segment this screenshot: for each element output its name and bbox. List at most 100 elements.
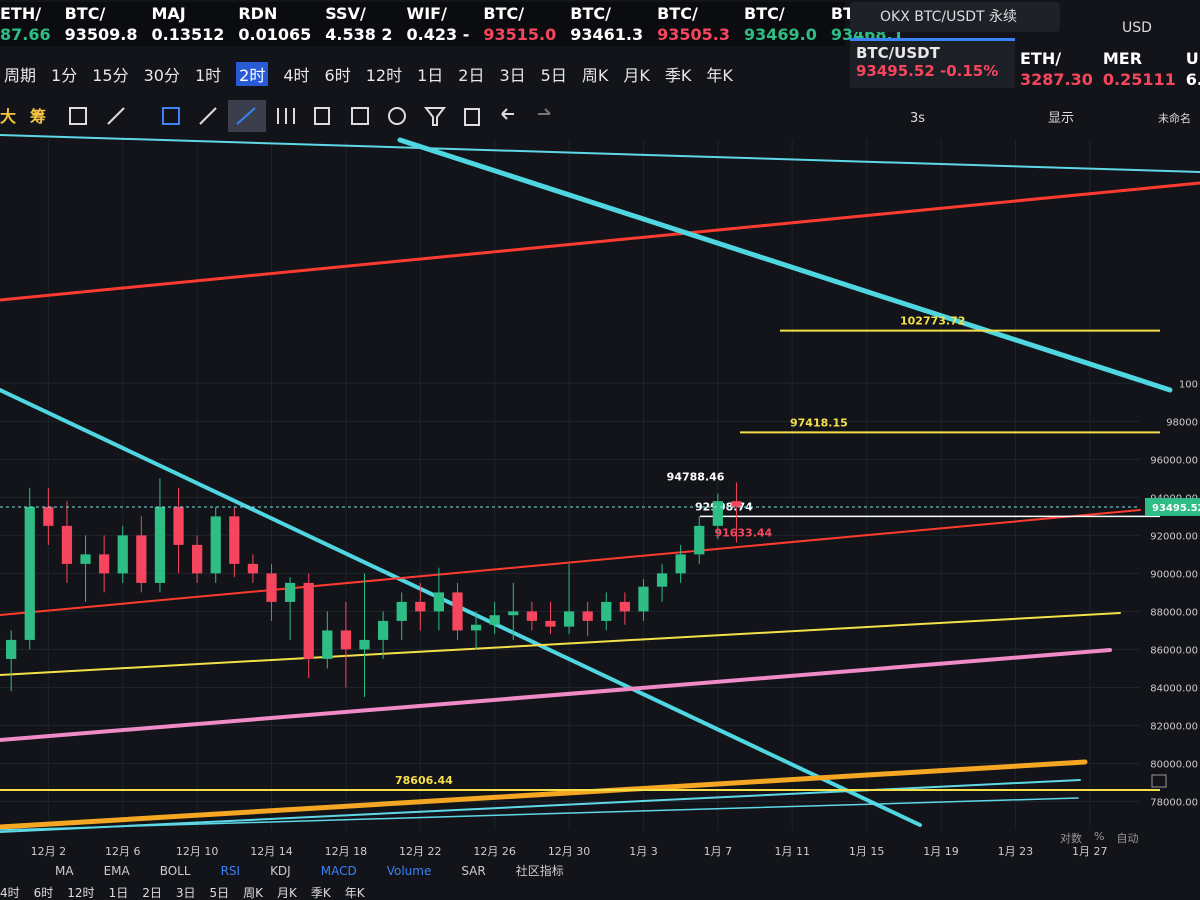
candle-body [359,639,370,650]
ticker[interactable]: BTC/93509.8 [65,3,138,45]
ticker-symbol: RDN [238,4,278,23]
ticker[interactable]: SSV/4.538 2 [325,3,392,45]
timeframe[interactable]: 2日 [458,66,485,85]
tool-icon[interactable] [277,108,295,124]
tool-icon[interactable] [236,107,256,125]
ticker-symbol: MAJ [151,4,186,23]
plot-area [0,140,1140,830]
ticker[interactable]: BTC/93505.3 [657,3,730,45]
indicator-tab[interactable]: SAR [461,863,486,878]
tool-icon[interactable] [501,108,514,120]
timeframe[interactable]: 6时 [33,886,54,900]
indicator-tab[interactable]: BOLL [159,863,191,878]
tool-icon[interactable] [314,107,330,125]
candle-body [619,601,630,612]
timeframe[interactable]: 1日 [108,886,129,900]
axis-options: 对数% 自动 [1060,830,1138,846]
axis-option[interactable]: % [1094,830,1105,843]
search-box[interactable]: OKX BTC/USDT 永续 [850,2,1060,32]
timeframe[interactable]: 月K [277,886,297,900]
timeframe[interactable]: 1时 [194,66,222,85]
timeframe[interactable]: 年K [344,886,365,900]
timeframe[interactable]: 年K [706,66,733,85]
timeframe[interactable]: 5日 [540,66,567,85]
timeframe[interactable]: 12时 [365,66,403,85]
timeframe[interactable]: 4时 [0,886,20,900]
tool-icon[interactable] [199,107,217,125]
timeframe[interactable]: 1日 [417,66,444,85]
indicator-tab[interactable]: Volume [386,863,432,878]
x-tick-label: 12月 18 [325,845,368,858]
ticker[interactable]: MAJ 0.13512 [151,3,224,45]
active-price: 93495.52 [856,62,935,80]
y-tick-label: 92000.00 [1150,531,1198,542]
tool-text[interactable]: 显示 [1048,111,1074,126]
ticker-price: 93505.3 [657,25,730,44]
candle-body [210,516,221,574]
ticker-symbol: SSV/ [325,4,366,23]
tool-icon[interactable] [69,107,87,125]
ticker[interactable]: UNI 6.054 [1186,48,1200,90]
last-price-box [1145,497,1200,516]
ticker[interactable]: MER 0.25111 [1103,48,1176,90]
trend-line [0,134,1200,173]
ticker[interactable]: ETH/87.66 [0,3,51,45]
timeframe[interactable]: 2时 [236,62,269,86]
trend-line [0,648,1112,742]
y-tick-label: 78000.00 [1150,797,1198,808]
candle-body [80,554,91,564]
axis-icon[interactable] [1151,774,1167,788]
tool-text[interactable]: 未命名 [1158,111,1191,125]
axis-option[interactable]: 自动 [1116,832,1139,845]
timeframe[interactable]: 季K [310,886,331,900]
axis-corner [1140,830,1200,860]
tool-icon[interactable] [538,108,551,115]
active-ticker[interactable]: BTC/USDT 93495.52 -0.15% [850,38,1015,88]
tool-icon[interactable] [162,107,180,125]
tool-text[interactable]: 筹 [30,107,46,126]
indicator-tab[interactable]: KDJ [270,863,291,878]
timeframe[interactable]: 12时 [67,886,95,900]
tool-icon[interactable] [464,108,480,126]
ticker-symbol: BTC/ [64,4,106,23]
ticker[interactable]: BTC/93461.3 [570,3,643,45]
timeframe[interactable]: 周期 [4,66,37,85]
trend-line [0,759,1088,830]
timeframe[interactable]: 15分 [92,66,129,85]
timeframe[interactable]: 2日 [142,886,162,900]
tool-text[interactable]: 3s [910,111,925,126]
timeframe[interactable]: 周K [581,66,609,85]
currency-select[interactable]: USD [1122,20,1152,36]
tool-icon[interactable] [388,107,406,125]
timeframe[interactable]: 月K [623,66,650,85]
ticker[interactable]: ETH/3287.30 [1020,48,1093,90]
indicator-tab[interactable]: MA [55,863,74,878]
candle-body [470,624,482,631]
tool-icon[interactable] [423,107,447,126]
timeframe[interactable]: 周K [243,886,263,900]
x-tick-label: 12月 14 [250,845,293,858]
indicator-tab[interactable]: MACD [320,863,357,878]
ticker[interactable]: WIF/0.423 - [407,3,470,45]
ticker[interactable]: RDN 0.01065 [238,3,311,45]
timeframe[interactable]: 季K [664,66,692,85]
timeframe[interactable]: 30分 [143,66,180,85]
tool-icon[interactable] [351,107,369,125]
tool-icon[interactable] [107,107,125,125]
timeframe[interactable]: 3日 [175,886,196,900]
ticker[interactable]: BTC/93469.0 [744,3,817,45]
indicator-tab[interactable]: EMA [103,863,130,878]
timeframe[interactable]: 6时 [324,66,351,85]
tool-text[interactable]: 大 [0,107,16,126]
timeframe[interactable]: 3日 [499,66,526,85]
drawings [0,134,1200,833]
timeframe[interactable]: 5日 [209,886,230,900]
ticker[interactable]: BTC/93515.0 [483,3,556,45]
candle-body [340,630,352,650]
indicator-tab[interactable]: RSI [220,863,241,878]
timeframe[interactable]: 4时 [283,66,310,85]
timeframe[interactable]: 1分 [51,66,78,85]
indicator-tab[interactable]: 社区指标 [515,864,564,878]
axis-option[interactable]: 对数 [1060,832,1082,845]
ticker-symbol: MER [1102,49,1143,68]
